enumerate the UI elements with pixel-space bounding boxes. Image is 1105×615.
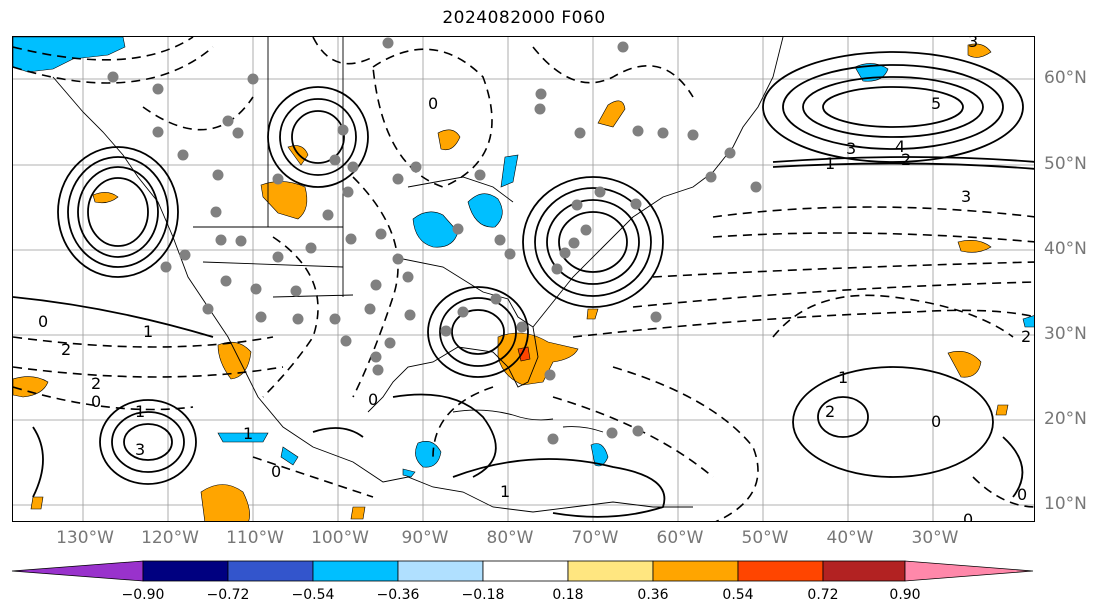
- lon-label: 40°W: [826, 528, 874, 548]
- lon-label: 130°W: [56, 528, 114, 548]
- lat-label: 10°N: [1044, 494, 1087, 514]
- colorbar-tick-label: −0.90: [121, 587, 165, 603]
- colorbar-tick-label: 0.36: [637, 587, 669, 603]
- colorbar-tick-label: 0.90: [889, 587, 921, 603]
- contour-label: 3: [968, 37, 978, 51]
- contour-label: 2: [825, 402, 835, 421]
- contour-label: 1: [135, 402, 145, 421]
- contour-label: 2: [61, 340, 71, 359]
- lat-label: 60°N: [1044, 68, 1087, 88]
- colorbar-tick-label: 0.54: [722, 587, 754, 603]
- lon-label: 30°W: [911, 528, 959, 548]
- contour-label: 1: [825, 154, 835, 173]
- lat-label: 50°N: [1044, 154, 1087, 174]
- lon-label: 50°W: [741, 528, 789, 548]
- lon-label: 110°W: [226, 528, 284, 548]
- contour-label: 1: [500, 482, 510, 501]
- contour-label-group: 5 4 3 2 1 3 0 0 1 2 2 0 3 1 0 1 0 1 1 2 …: [38, 37, 1031, 522]
- map-canvas: 5 4 3 2 1 3 0 0 1 2 2 0 3 1 0 1 0 1 1 2 …: [13, 37, 1034, 522]
- shaded-regions: [13, 37, 1034, 521]
- contour-label: 3: [135, 440, 145, 459]
- colorbar-tick-label: −0.18: [461, 587, 505, 603]
- lon-label: 90°W: [401, 528, 449, 548]
- contour-label: 0: [963, 510, 973, 522]
- colorbar: [11, 560, 1034, 582]
- contour-label: 3: [961, 187, 971, 206]
- contour-label: 2: [91, 374, 101, 393]
- contour-label: 1: [243, 424, 253, 443]
- lon-label: 120°W: [141, 528, 199, 548]
- colorbar-tick-label: −0.36: [376, 587, 420, 603]
- contour-lines: [13, 37, 1034, 521]
- lat-label: 40°N: [1044, 239, 1087, 259]
- contour-label: 5: [931, 94, 941, 113]
- map-panel: 5 4 3 2 1 3 0 0 1 2 2 0 3 1 0 1 0 1 1 2 …: [12, 36, 1035, 522]
- contour-label: 2: [1021, 327, 1031, 346]
- contour-label: 0: [91, 392, 101, 411]
- contour-label: 0: [1017, 485, 1027, 504]
- colorbar-tick-label: 0.72: [807, 587, 839, 603]
- lat-label: 20°N: [1044, 409, 1087, 429]
- contour-label: 0: [428, 94, 438, 113]
- lon-label: 100°W: [311, 528, 369, 548]
- coastlines: [52, 37, 784, 513]
- lon-label: 80°W: [486, 528, 534, 548]
- contour-label: 1: [838, 368, 848, 387]
- contour-label: 2: [901, 150, 911, 169]
- lon-label: 70°W: [571, 528, 619, 548]
- colorbar-tick-label: 0.18: [552, 587, 584, 603]
- lon-label: 60°W: [656, 528, 704, 548]
- contour-label: 0: [931, 412, 941, 431]
- map-title: 2024082000 F060: [442, 8, 606, 28]
- contour-label: 1: [143, 322, 153, 341]
- colorbar-tick-label: −0.54: [291, 587, 335, 603]
- colorbar-tick-label: −0.72: [206, 587, 250, 603]
- lat-label: 30°N: [1044, 324, 1087, 344]
- contour-label: 0: [271, 462, 281, 481]
- graticule: [13, 37, 1034, 521]
- station-dots: [107, 37, 762, 445]
- contour-label: 0: [368, 390, 378, 409]
- contour-label: 0: [38, 312, 48, 331]
- contour-label: 4: [895, 137, 905, 156]
- contour-label: 3: [846, 139, 856, 158]
